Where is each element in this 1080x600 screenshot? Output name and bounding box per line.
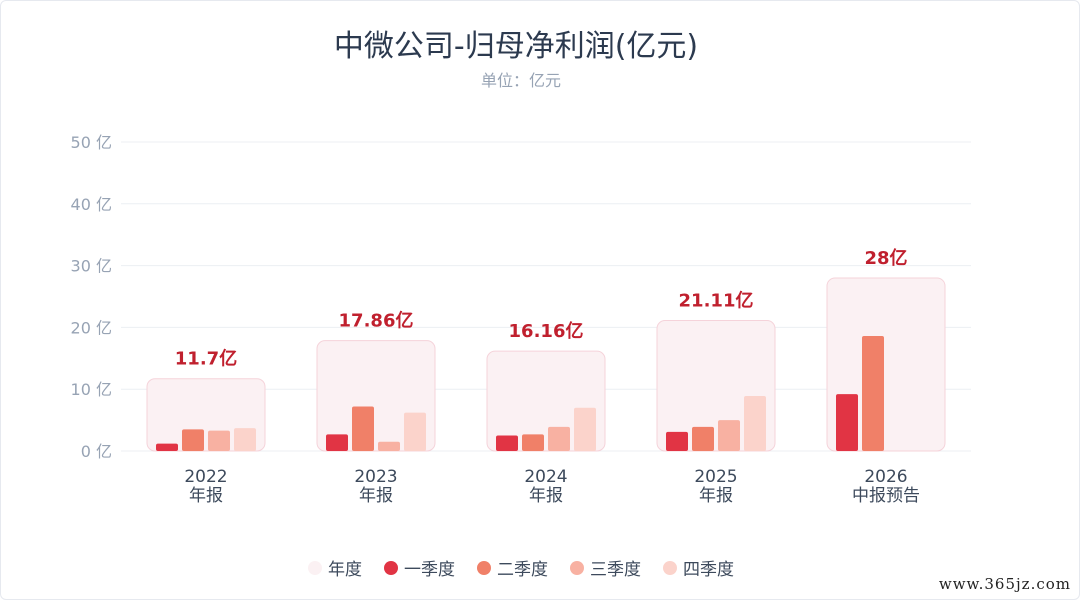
quarter-bar: [692, 426, 714, 451]
chart-title: 中微公司-归母净利润(亿元): [333, 29, 699, 64]
legend-item-q1[interactable]: 一季度: [384, 555, 455, 580]
quarter-bar: [836, 394, 858, 451]
quarter-bar: [378, 441, 400, 451]
legend-swatch-q4: [663, 560, 677, 575]
legend-item-q4[interactable]: 四季度: [663, 555, 734, 580]
y-tick-label: 0 亿: [81, 442, 112, 461]
legend-swatch-q1: [384, 560, 398, 575]
quarter-bar: [208, 430, 230, 451]
x-category-year: 2026: [864, 467, 907, 487]
quarter-bar: [352, 406, 374, 451]
x-category-year: 2022: [184, 467, 227, 487]
quarter-bar: [574, 407, 596, 451]
annual-value-label: 28亿: [864, 247, 907, 269]
legend-swatch-annual: [308, 560, 322, 575]
legend-label-annual: 年度: [328, 560, 362, 580]
annual-value-label: 17.86亿: [339, 310, 414, 332]
quarter-bar: [234, 428, 256, 451]
chart-svg: 0 亿10 亿20 亿30 亿40 亿50 亿 11.7亿2022年报17.86…: [71, 133, 971, 506]
annual-value-label: 16.16亿: [509, 320, 584, 342]
y-tick-label: 10 亿: [71, 380, 112, 399]
legend-label-q1: 一季度: [404, 560, 455, 580]
legend-item-q2[interactable]: 二季度: [477, 555, 548, 580]
quarter-bar: [522, 434, 544, 451]
chart-subtitle: 单位：亿元: [480, 71, 561, 90]
x-category-year: 2023: [354, 467, 397, 487]
annual-value-label: 21.11亿: [679, 290, 754, 312]
legend-label-q4: 四季度: [683, 560, 734, 580]
chart-legend: 年度 一季度 二季度 三季度 四季度: [1, 555, 1041, 580]
quarter-bar: [182, 429, 204, 451]
x-category-type: 年报: [699, 486, 733, 506]
y-tick-label: 30 亿: [71, 257, 112, 276]
x-category-year: 2025: [694, 467, 737, 487]
legend-swatch-q3: [570, 560, 584, 575]
y-tick-label: 20 亿: [71, 318, 112, 337]
quarter-bar: [326, 434, 348, 451]
annual-value-label: 11.7亿: [175, 348, 237, 370]
quarter-bar: [744, 395, 766, 451]
legend-label-q2: 二季度: [497, 560, 548, 580]
quarter-bar: [496, 435, 518, 451]
quarter-bar: [862, 336, 884, 451]
legend-item-annual[interactable]: 年度: [308, 555, 362, 580]
legend-item-q3[interactable]: 三季度: [570, 555, 641, 580]
quarter-bar: [548, 426, 570, 451]
watermark: www.365jz.com: [938, 575, 1071, 593]
x-category-year: 2024: [524, 467, 567, 487]
quarter-bar: [404, 412, 426, 451]
legend-swatch-q2: [477, 560, 491, 575]
y-tick-label: 40 亿: [71, 195, 112, 214]
x-category-type: 年报: [529, 486, 563, 506]
x-category-type: 中报预告: [852, 486, 920, 506]
quarter-bar: [666, 431, 688, 451]
y-tick-label: 50 亿: [71, 133, 112, 152]
quarter-bar: [718, 420, 740, 451]
x-category-type: 年报: [189, 486, 223, 506]
quarter-bar: [156, 443, 178, 451]
x-category-type: 年报: [359, 486, 393, 506]
legend-label-q3: 三季度: [590, 560, 641, 580]
